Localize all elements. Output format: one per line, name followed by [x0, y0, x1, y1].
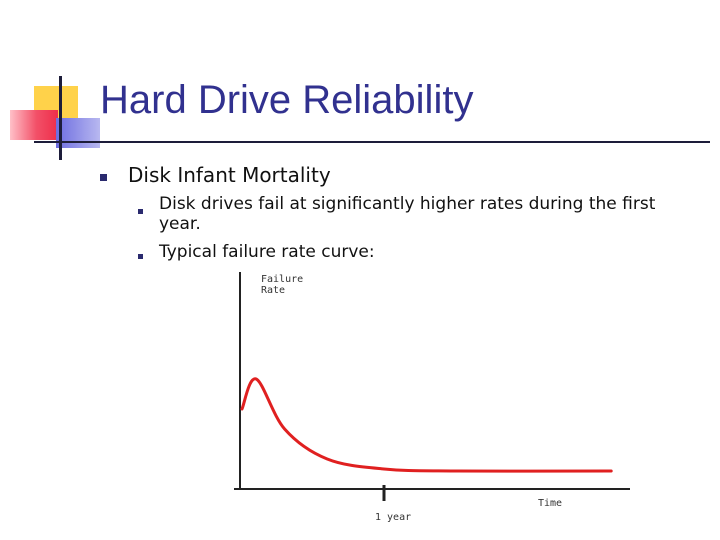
- logo-blue-square: [56, 118, 100, 148]
- failure-rate-curve: [240, 377, 613, 473]
- bullet-text: Disk Infant Mortality: [128, 163, 331, 187]
- y-axis-label-line1: Failure: [261, 274, 303, 285]
- bullet-square-icon: [100, 174, 107, 181]
- logo-red-square: [10, 110, 58, 140]
- sub-bullet-text: Typical failure rate curve:: [159, 242, 375, 262]
- sub-bullet-square-icon: [138, 254, 143, 259]
- title-underline: [34, 141, 710, 143]
- y-axis-label-line2: Rate: [261, 285, 285, 296]
- x-axis-label: Time: [538, 498, 562, 509]
- x-tick-label: 1 year: [375, 512, 411, 523]
- slide-title: Hard Drive Reliability: [100, 78, 474, 122]
- sub-bullet-text: Disk drives fail at significantly higher…: [159, 194, 656, 234]
- sub-bullet-square-icon: [138, 209, 143, 214]
- logo-vertical-line: [59, 76, 62, 160]
- failure-rate-chart: Failure Rate Time 1 year: [225, 268, 645, 530]
- decorative-logo: [0, 0, 110, 170]
- chart-svg: Failure Rate Time 1 year: [234, 272, 630, 523]
